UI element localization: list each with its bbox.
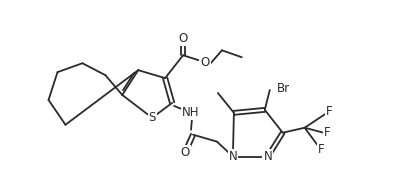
Text: O: O [200, 56, 210, 69]
Text: N: N [228, 150, 237, 163]
Text: NH: NH [182, 106, 200, 119]
Text: O: O [178, 32, 188, 45]
Text: N: N [263, 150, 272, 163]
Text: F: F [326, 105, 333, 118]
Text: F: F [324, 126, 331, 139]
Text: Br: Br [277, 82, 290, 95]
Text: S: S [149, 111, 156, 124]
Text: O: O [180, 146, 190, 159]
Text: F: F [318, 143, 325, 156]
